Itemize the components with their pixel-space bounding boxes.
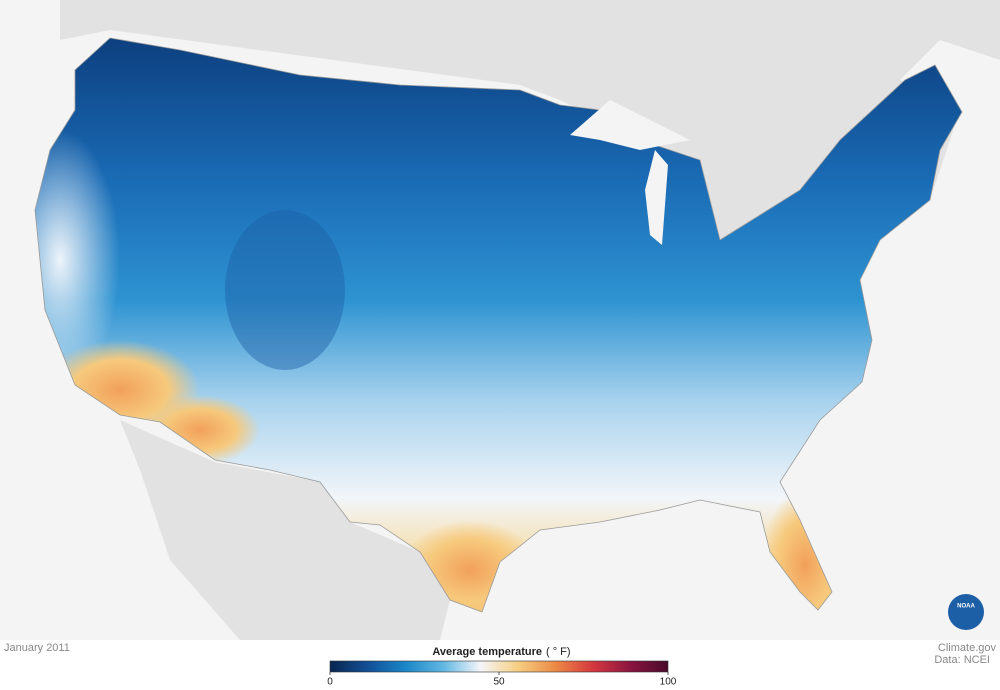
mexico [120, 420, 450, 640]
colorbar-tick-label: 100 [660, 677, 677, 688]
lake-superior [570, 100, 690, 150]
credit-source: Data: NCEI [934, 654, 990, 666]
temperature-field [225, 210, 345, 370]
noaa-logo [948, 594, 984, 630]
noaa-logo-text: NOAA [957, 604, 975, 610]
credit-site: Climate.gov [938, 642, 997, 654]
temperature-field [35, 130, 120, 390]
colorbar-tick-label: 0 [327, 677, 333, 688]
legend-title: Average temperature [432, 646, 542, 658]
lake-michigan [645, 150, 668, 245]
colorbar-tick-label: 50 [493, 677, 505, 688]
colorbar [329, 660, 669, 673]
canada [60, 0, 1000, 250]
legend-unit: ( ° F) [546, 646, 571, 658]
date-label: January 2011 [4, 642, 70, 654]
